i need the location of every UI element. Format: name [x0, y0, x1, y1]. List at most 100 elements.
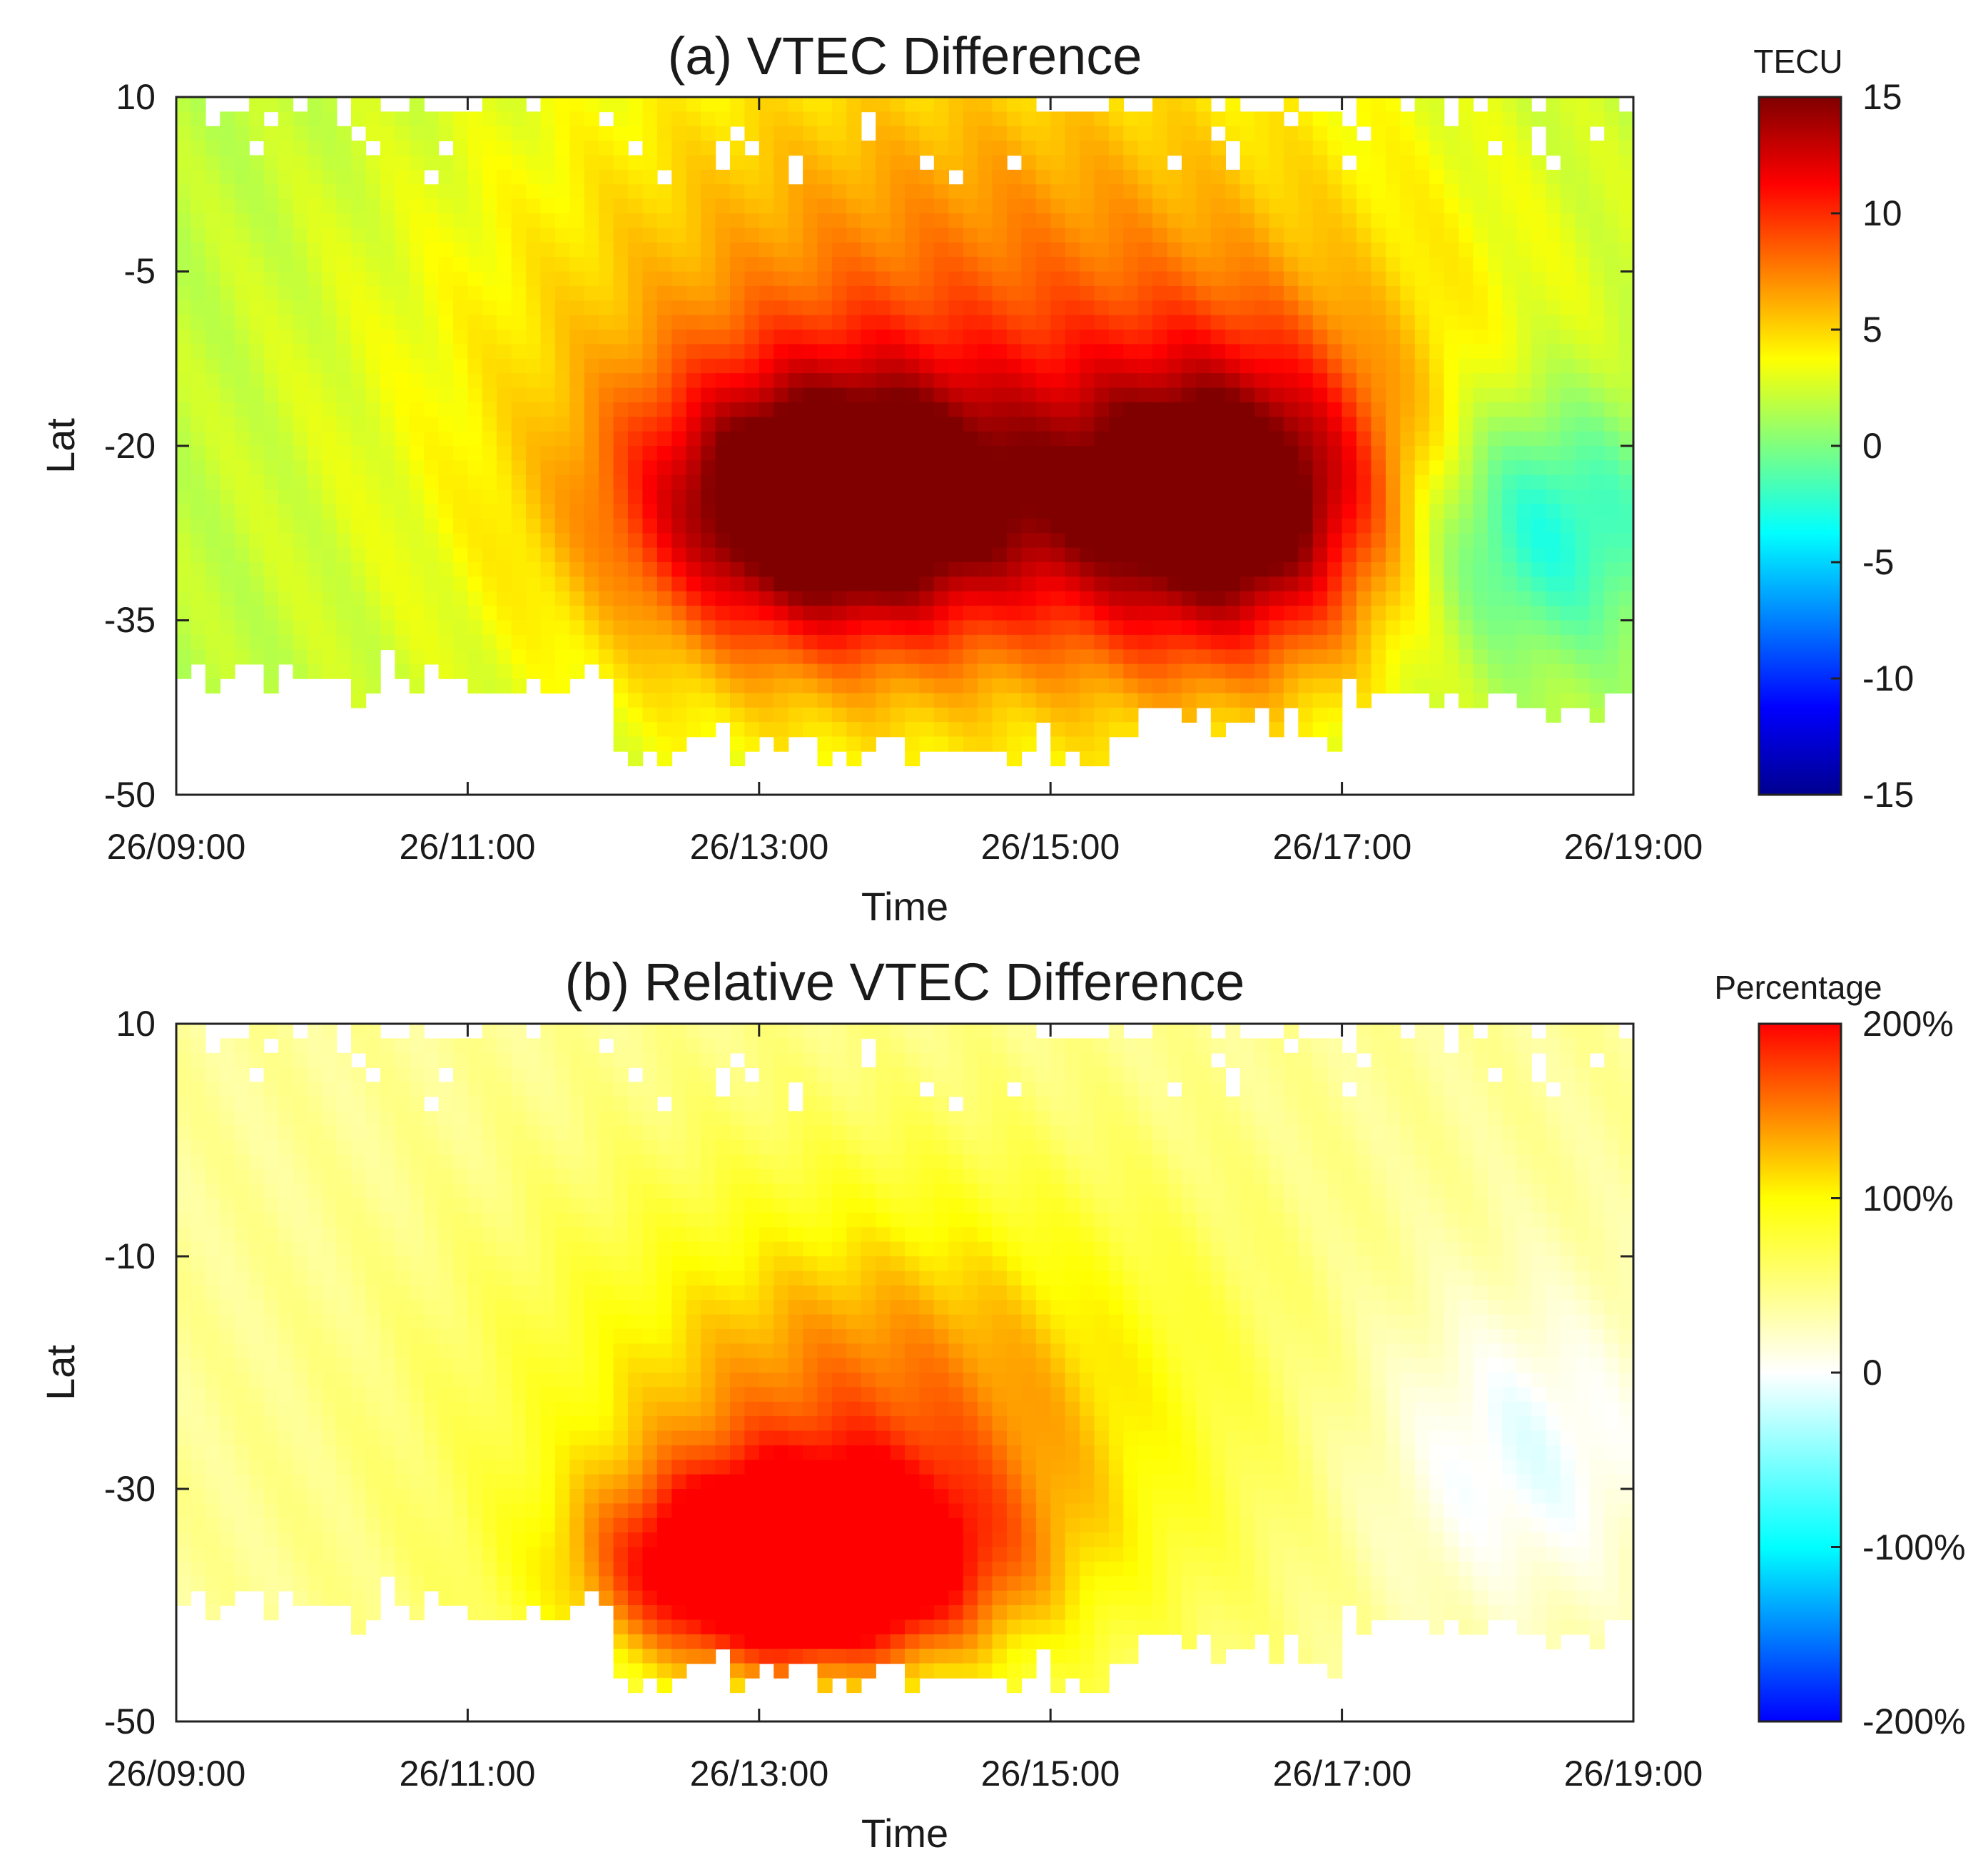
- heatmap-cell: [467, 489, 482, 504]
- heatmap-cell: [1517, 300, 1532, 315]
- heatmap-cell: [759, 475, 774, 490]
- heatmap-cell: [1502, 156, 1517, 171]
- heatmap-cell: [1517, 126, 1532, 141]
- heatmap-cell: [337, 1402, 352, 1417]
- heatmap-cell: [759, 446, 774, 461]
- heatmap-cell: [526, 460, 541, 475]
- heatmap-cell: [1488, 344, 1503, 359]
- heatmap-cell: [1546, 548, 1561, 563]
- heatmap-cell: [628, 156, 643, 171]
- heatmap-cell: [308, 446, 323, 461]
- heatmap-cell: [948, 693, 963, 708]
- heatmap-cell: [905, 257, 920, 272]
- heatmap-cell: [1080, 649, 1095, 664]
- heatmap-cell: [1269, 562, 1284, 577]
- heatmap-cell: [351, 344, 366, 359]
- heatmap-cell: [278, 1562, 293, 1577]
- heatmap-cell: [818, 533, 833, 548]
- heatmap-cell: [1080, 111, 1095, 126]
- heatmap-cell: [1619, 548, 1634, 563]
- heatmap-cell: [905, 649, 920, 664]
- heatmap-cell: [671, 606, 686, 621]
- heatmap-cell: [1356, 184, 1371, 199]
- heatmap-cell: [832, 286, 847, 301]
- heatmap-cell: [1065, 184, 1080, 199]
- heatmap-cell: [249, 1416, 264, 1431]
- heatmap-cell: [322, 1300, 337, 1315]
- heatmap-cell: [1269, 576, 1284, 591]
- heatmap-cell: [293, 446, 308, 461]
- heatmap-cell: [1182, 635, 1197, 650]
- heatmap-cell: [206, 272, 220, 287]
- heatmap-cell: [1371, 184, 1386, 199]
- heatmap-cell: [395, 664, 410, 679]
- heatmap-cell: [308, 1199, 323, 1214]
- heatmap-cell: [467, 606, 482, 621]
- heatmap-cell: [730, 373, 745, 388]
- heatmap-cell: [803, 432, 818, 447]
- heatmap-cell: [395, 1431, 410, 1446]
- heatmap-cell: [846, 576, 861, 591]
- heatmap-cell: [1488, 170, 1503, 185]
- heatmap-cell: [555, 184, 570, 199]
- heatmap-cell: [1284, 678, 1299, 693]
- heatmap-cell: [1356, 156, 1371, 171]
- heatmap-cell: [1254, 693, 1269, 708]
- heatmap-cell: [1546, 621, 1561, 636]
- heatmap-cell: [993, 664, 1008, 679]
- heatmap-cell: [584, 460, 599, 475]
- heatmap-cell: [1095, 591, 1110, 606]
- heatmap-cell: [1007, 621, 1022, 636]
- heatmap-cell: [410, 359, 425, 374]
- heatmap-cell: [1517, 243, 1532, 258]
- heatmap-cell: [1298, 489, 1313, 504]
- heatmap-cell: [1561, 300, 1576, 315]
- heatmap-cell: [541, 213, 556, 228]
- heatmap-cell: [206, 286, 220, 301]
- heatmap-cell: [176, 1445, 191, 1460]
- heatmap-cell: [1123, 170, 1138, 185]
- heatmap-cell: [1313, 446, 1328, 461]
- heatmap-cell: [337, 1445, 352, 1460]
- heatmap-cell: [249, 621, 264, 636]
- heatmap-cell: [380, 504, 395, 519]
- heatmap-cell: [1284, 417, 1299, 432]
- heatmap-cell: [1444, 228, 1459, 243]
- heatmap-cell: [366, 1591, 381, 1606]
- heatmap-cell: [948, 475, 963, 490]
- heatmap-cell: [1546, 170, 1561, 185]
- heatmap-cell: [380, 1242, 395, 1257]
- heatmap-cell: [671, 548, 686, 563]
- heatmap-cell: [1021, 737, 1036, 752]
- heatmap-cell: [264, 1591, 279, 1606]
- heatmap-cell: [1095, 184, 1110, 199]
- heatmap-cell: [861, 272, 876, 287]
- heatmap-cell: [220, 504, 235, 519]
- heatmap-cell: [891, 489, 906, 504]
- heatmap-cell: [701, 199, 716, 214]
- heatmap-cell: [934, 576, 949, 591]
- heatmap-cell: [467, 548, 482, 563]
- heatmap-cell: [176, 460, 191, 475]
- heatmap-cell: [235, 1489, 250, 1504]
- heatmap-cell: [322, 1126, 337, 1141]
- heatmap-cell: [1517, 446, 1532, 461]
- heatmap-cell: [1531, 489, 1546, 504]
- heatmap-cell: [380, 1286, 395, 1301]
- heatmap-cell: [1095, 286, 1110, 301]
- heatmap-cell: [1488, 635, 1503, 650]
- heatmap-cell: [671, 126, 686, 141]
- heatmap-cell: [919, 475, 934, 490]
- heatmap-cell: [206, 489, 220, 504]
- heatmap-cell: [278, 1358, 293, 1373]
- heatmap-cell: [453, 664, 468, 679]
- heatmap-cell: [891, 576, 906, 591]
- heatmap-cell: [1254, 635, 1269, 650]
- heatmap-cell: [978, 446, 993, 461]
- heatmap-cell: [1561, 533, 1576, 548]
- heatmap-cell: [1284, 432, 1299, 447]
- heatmap-cell: [439, 111, 454, 126]
- heatmap-cell: [1095, 562, 1110, 577]
- heatmap-cell: [1007, 635, 1022, 650]
- heatmap-cell: [351, 562, 366, 577]
